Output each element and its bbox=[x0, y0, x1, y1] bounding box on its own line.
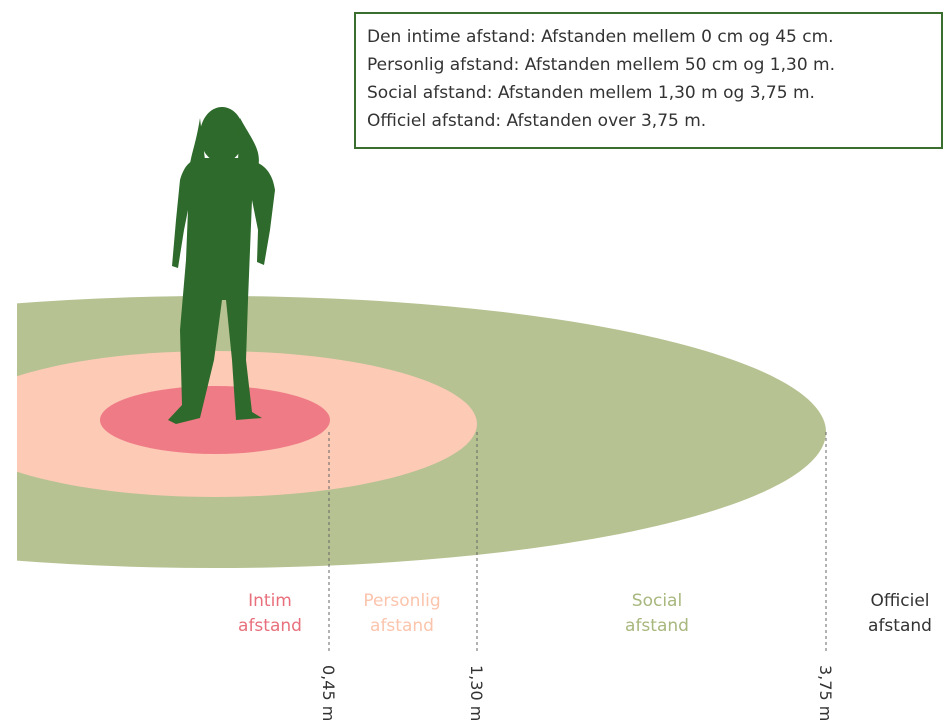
legend-box: Den intime afstand: Afstanden mellem 0 c… bbox=[355, 13, 942, 148]
zone-label: afstand bbox=[868, 616, 932, 636]
zone-label: Intim bbox=[248, 591, 292, 611]
distance-label: 3,75 m bbox=[816, 665, 835, 721]
zone-label: Officiel bbox=[870, 591, 929, 611]
distance-label: 0,45 m bbox=[319, 665, 338, 721]
zone-label: Social bbox=[632, 591, 682, 611]
zone-label: afstand bbox=[625, 616, 689, 636]
legend-line: Social afstand: Afstanden mellem 1,30 m … bbox=[367, 83, 815, 103]
legend-line: Den intime afstand: Afstanden mellem 0 c… bbox=[367, 27, 834, 47]
intimate-zone bbox=[100, 386, 330, 454]
distance-label: 1,30 m bbox=[467, 665, 486, 721]
zone-label: afstand bbox=[238, 616, 302, 636]
legend-line: Personlig afstand: Afstanden mellem 50 c… bbox=[367, 55, 835, 75]
zone-label: Personlig bbox=[363, 591, 440, 611]
zones-graphic bbox=[0, 296, 826, 568]
zone-label: afstand bbox=[370, 616, 434, 636]
proxemics-diagram: Den intime afstand: Afstanden mellem 0 c… bbox=[0, 0, 945, 728]
labels: Intim afstand Personlig afstand Social afstan… bbox=[238, 591, 932, 721]
legend-line: Officiel afstand: Afstanden over 3,75 m. bbox=[367, 111, 706, 131]
